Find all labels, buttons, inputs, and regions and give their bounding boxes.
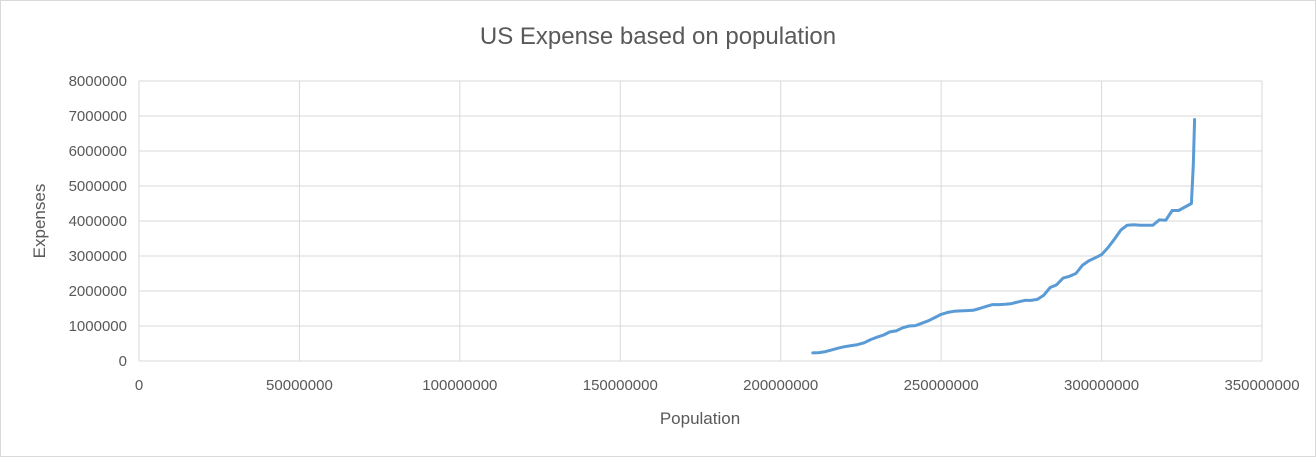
y-tick-label: 0 (119, 353, 127, 370)
y-tick-label: 4000000 (69, 213, 127, 230)
y-tick-label: 6000000 (69, 143, 127, 160)
y-tick-label: 7000000 (69, 108, 127, 125)
y-tick-label: 3000000 (69, 248, 127, 265)
x-tick-label: 350000000 (1224, 377, 1299, 394)
y-tick-label: 2000000 (69, 283, 127, 300)
x-tick-label: 300000000 (1064, 377, 1139, 394)
x-tick-label: 0 (135, 377, 143, 394)
x-axis-tick-labels: 0 50000000 100000000 150000000 200000000 2500… (135, 377, 1300, 394)
series-line (811, 118, 1197, 355)
x-tick-label: 50000000 (266, 377, 333, 394)
x-tick-label: 100000000 (422, 377, 497, 394)
y-tick-label: 8000000 (69, 73, 127, 90)
series-group (811, 118, 1197, 355)
chart-title: US Expense based on population (480, 23, 836, 50)
x-tick-label: 150000000 (583, 377, 658, 394)
x-axis-title: Population (660, 409, 740, 428)
horizontal-gridlines (139, 80, 1262, 362)
y-axis-tick-labels: 0 1000000 2000000 3000000 4000000 5000000 6000… (69, 73, 127, 370)
x-tick-label: 250000000 (904, 377, 979, 394)
y-axis-title: Expenses (30, 184, 49, 259)
x-tick-label: 200000000 (743, 377, 818, 394)
y-tick-label: 1000000 (69, 318, 127, 335)
y-tick-label: 5000000 (69, 178, 127, 195)
